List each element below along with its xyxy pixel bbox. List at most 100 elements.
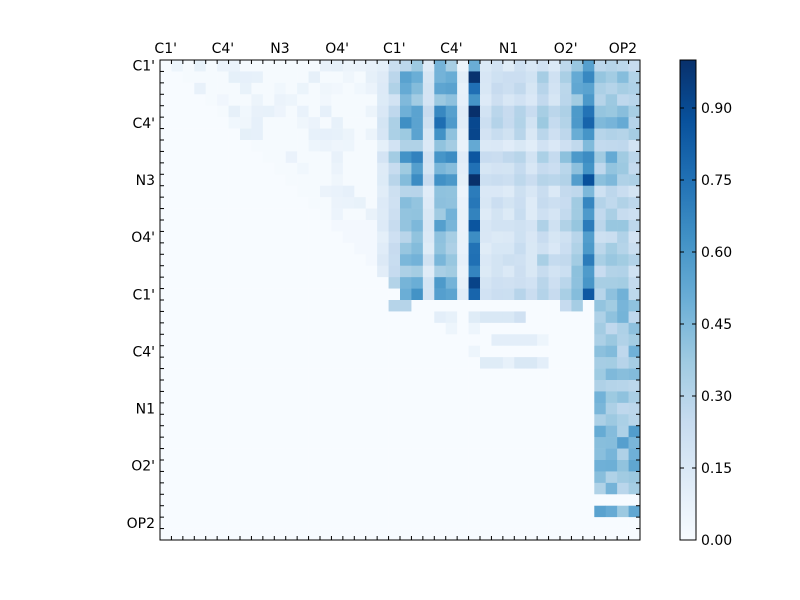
heatmap-cell xyxy=(354,448,367,461)
heatmap-cell xyxy=(525,208,538,221)
heatmap-cell xyxy=(422,94,435,107)
heatmap-cell xyxy=(205,94,218,107)
heatmap-cell xyxy=(434,277,447,289)
y-tick-label: C1' xyxy=(132,59,155,75)
heatmap-cell xyxy=(297,391,309,404)
heatmap-cell xyxy=(537,322,549,335)
heatmap-cell xyxy=(434,505,447,518)
heatmap-cell xyxy=(594,231,607,244)
heatmap-cell xyxy=(434,185,447,198)
heatmap-cell xyxy=(560,345,572,358)
heatmap-cell xyxy=(594,437,607,449)
heatmap-cell xyxy=(228,345,241,358)
heatmap-cell xyxy=(582,402,595,415)
heatmap-cell xyxy=(274,345,287,358)
heatmap-cell xyxy=(514,242,527,255)
heatmap-cell xyxy=(594,105,607,118)
heatmap-cell xyxy=(274,162,287,175)
heatmap-cell xyxy=(308,402,321,415)
heatmap-cell xyxy=(320,60,332,72)
heatmap-cell xyxy=(502,197,515,209)
heatmap-cell xyxy=(411,414,424,427)
heatmap-cell xyxy=(480,391,492,404)
heatmap-cell xyxy=(445,505,458,518)
heatmap-cell xyxy=(468,254,481,267)
heatmap-cell xyxy=(514,60,527,72)
heatmap-cell xyxy=(320,162,332,175)
heatmap-cell xyxy=(240,322,252,335)
heatmap-cell xyxy=(628,277,641,289)
heatmap-cell xyxy=(480,105,492,118)
heatmap-cell xyxy=(628,300,641,312)
heatmap-cell xyxy=(548,322,561,335)
heatmap-cell xyxy=(400,105,412,118)
heatmap-cell xyxy=(342,277,355,289)
heatmap-cell xyxy=(205,71,218,84)
heatmap-cell xyxy=(377,208,389,221)
heatmap-cell xyxy=(617,425,629,438)
heatmap-cell xyxy=(354,414,367,427)
heatmap-cell xyxy=(594,482,607,495)
heatmap-cell xyxy=(365,231,378,244)
heatmap-cell xyxy=(468,277,481,289)
heatmap-cell xyxy=(377,368,389,381)
heatmap-cell xyxy=(240,482,252,495)
heatmap-cell xyxy=(308,494,321,507)
heatmap-cell xyxy=(445,71,458,84)
heatmap-cell xyxy=(480,208,492,221)
heatmap-cell xyxy=(331,197,344,209)
heatmap-cell xyxy=(548,368,561,381)
heatmap-cell xyxy=(285,391,298,404)
heatmap-cell xyxy=(171,265,184,278)
heatmap-cell xyxy=(548,380,561,392)
heatmap-cell xyxy=(228,357,241,369)
heatmap-cell xyxy=(594,414,607,427)
heatmap-cell xyxy=(217,197,229,209)
heatmap-cell xyxy=(217,448,229,461)
heatmap-cell xyxy=(274,140,287,152)
heatmap-cell xyxy=(400,128,412,141)
heatmap-cell xyxy=(354,231,367,244)
heatmap-cell xyxy=(171,437,184,449)
heatmap-cell xyxy=(605,242,618,255)
heatmap-cell xyxy=(514,197,527,209)
y-tick-label: O2' xyxy=(131,459,155,475)
heatmap-cell xyxy=(514,357,527,369)
heatmap-cell xyxy=(548,162,561,175)
heatmap-cell xyxy=(251,242,264,255)
heatmap-cell xyxy=(240,505,252,518)
heatmap-cell xyxy=(480,528,492,541)
heatmap-cell xyxy=(605,208,618,221)
heatmap-cell xyxy=(240,528,252,541)
heatmap-cell xyxy=(502,162,515,175)
heatmap-cell xyxy=(560,528,572,541)
heatmap-cell xyxy=(400,528,412,541)
heatmap-cell xyxy=(525,60,538,72)
heatmap-cell xyxy=(480,334,492,347)
heatmap-cell xyxy=(308,448,321,461)
heatmap-cell xyxy=(228,494,241,507)
heatmap-cell xyxy=(537,162,549,175)
heatmap-cell xyxy=(320,425,332,438)
heatmap-cell xyxy=(274,265,287,278)
heatmap-cell xyxy=(217,391,229,404)
heatmap-cell xyxy=(228,414,241,427)
heatmap-cell xyxy=(445,517,458,529)
heatmap-cell xyxy=(182,185,195,198)
heatmap-cell xyxy=(491,197,504,209)
heatmap-cell xyxy=(434,471,447,484)
heatmap-cell xyxy=(491,162,504,175)
heatmap-cell xyxy=(628,162,641,175)
heatmap-cell xyxy=(617,277,629,289)
heatmap-cell xyxy=(205,254,218,267)
heatmap-cell xyxy=(377,174,389,187)
heatmap-cell xyxy=(331,105,344,118)
heatmap-cell xyxy=(617,220,629,232)
heatmap-cell xyxy=(342,197,355,209)
heatmap-cell xyxy=(285,277,298,289)
heatmap-cell xyxy=(240,471,252,484)
heatmap-cell xyxy=(160,322,172,335)
heatmap-cell xyxy=(525,414,538,427)
heatmap-cell xyxy=(468,174,481,187)
heatmap-cell xyxy=(502,185,515,198)
